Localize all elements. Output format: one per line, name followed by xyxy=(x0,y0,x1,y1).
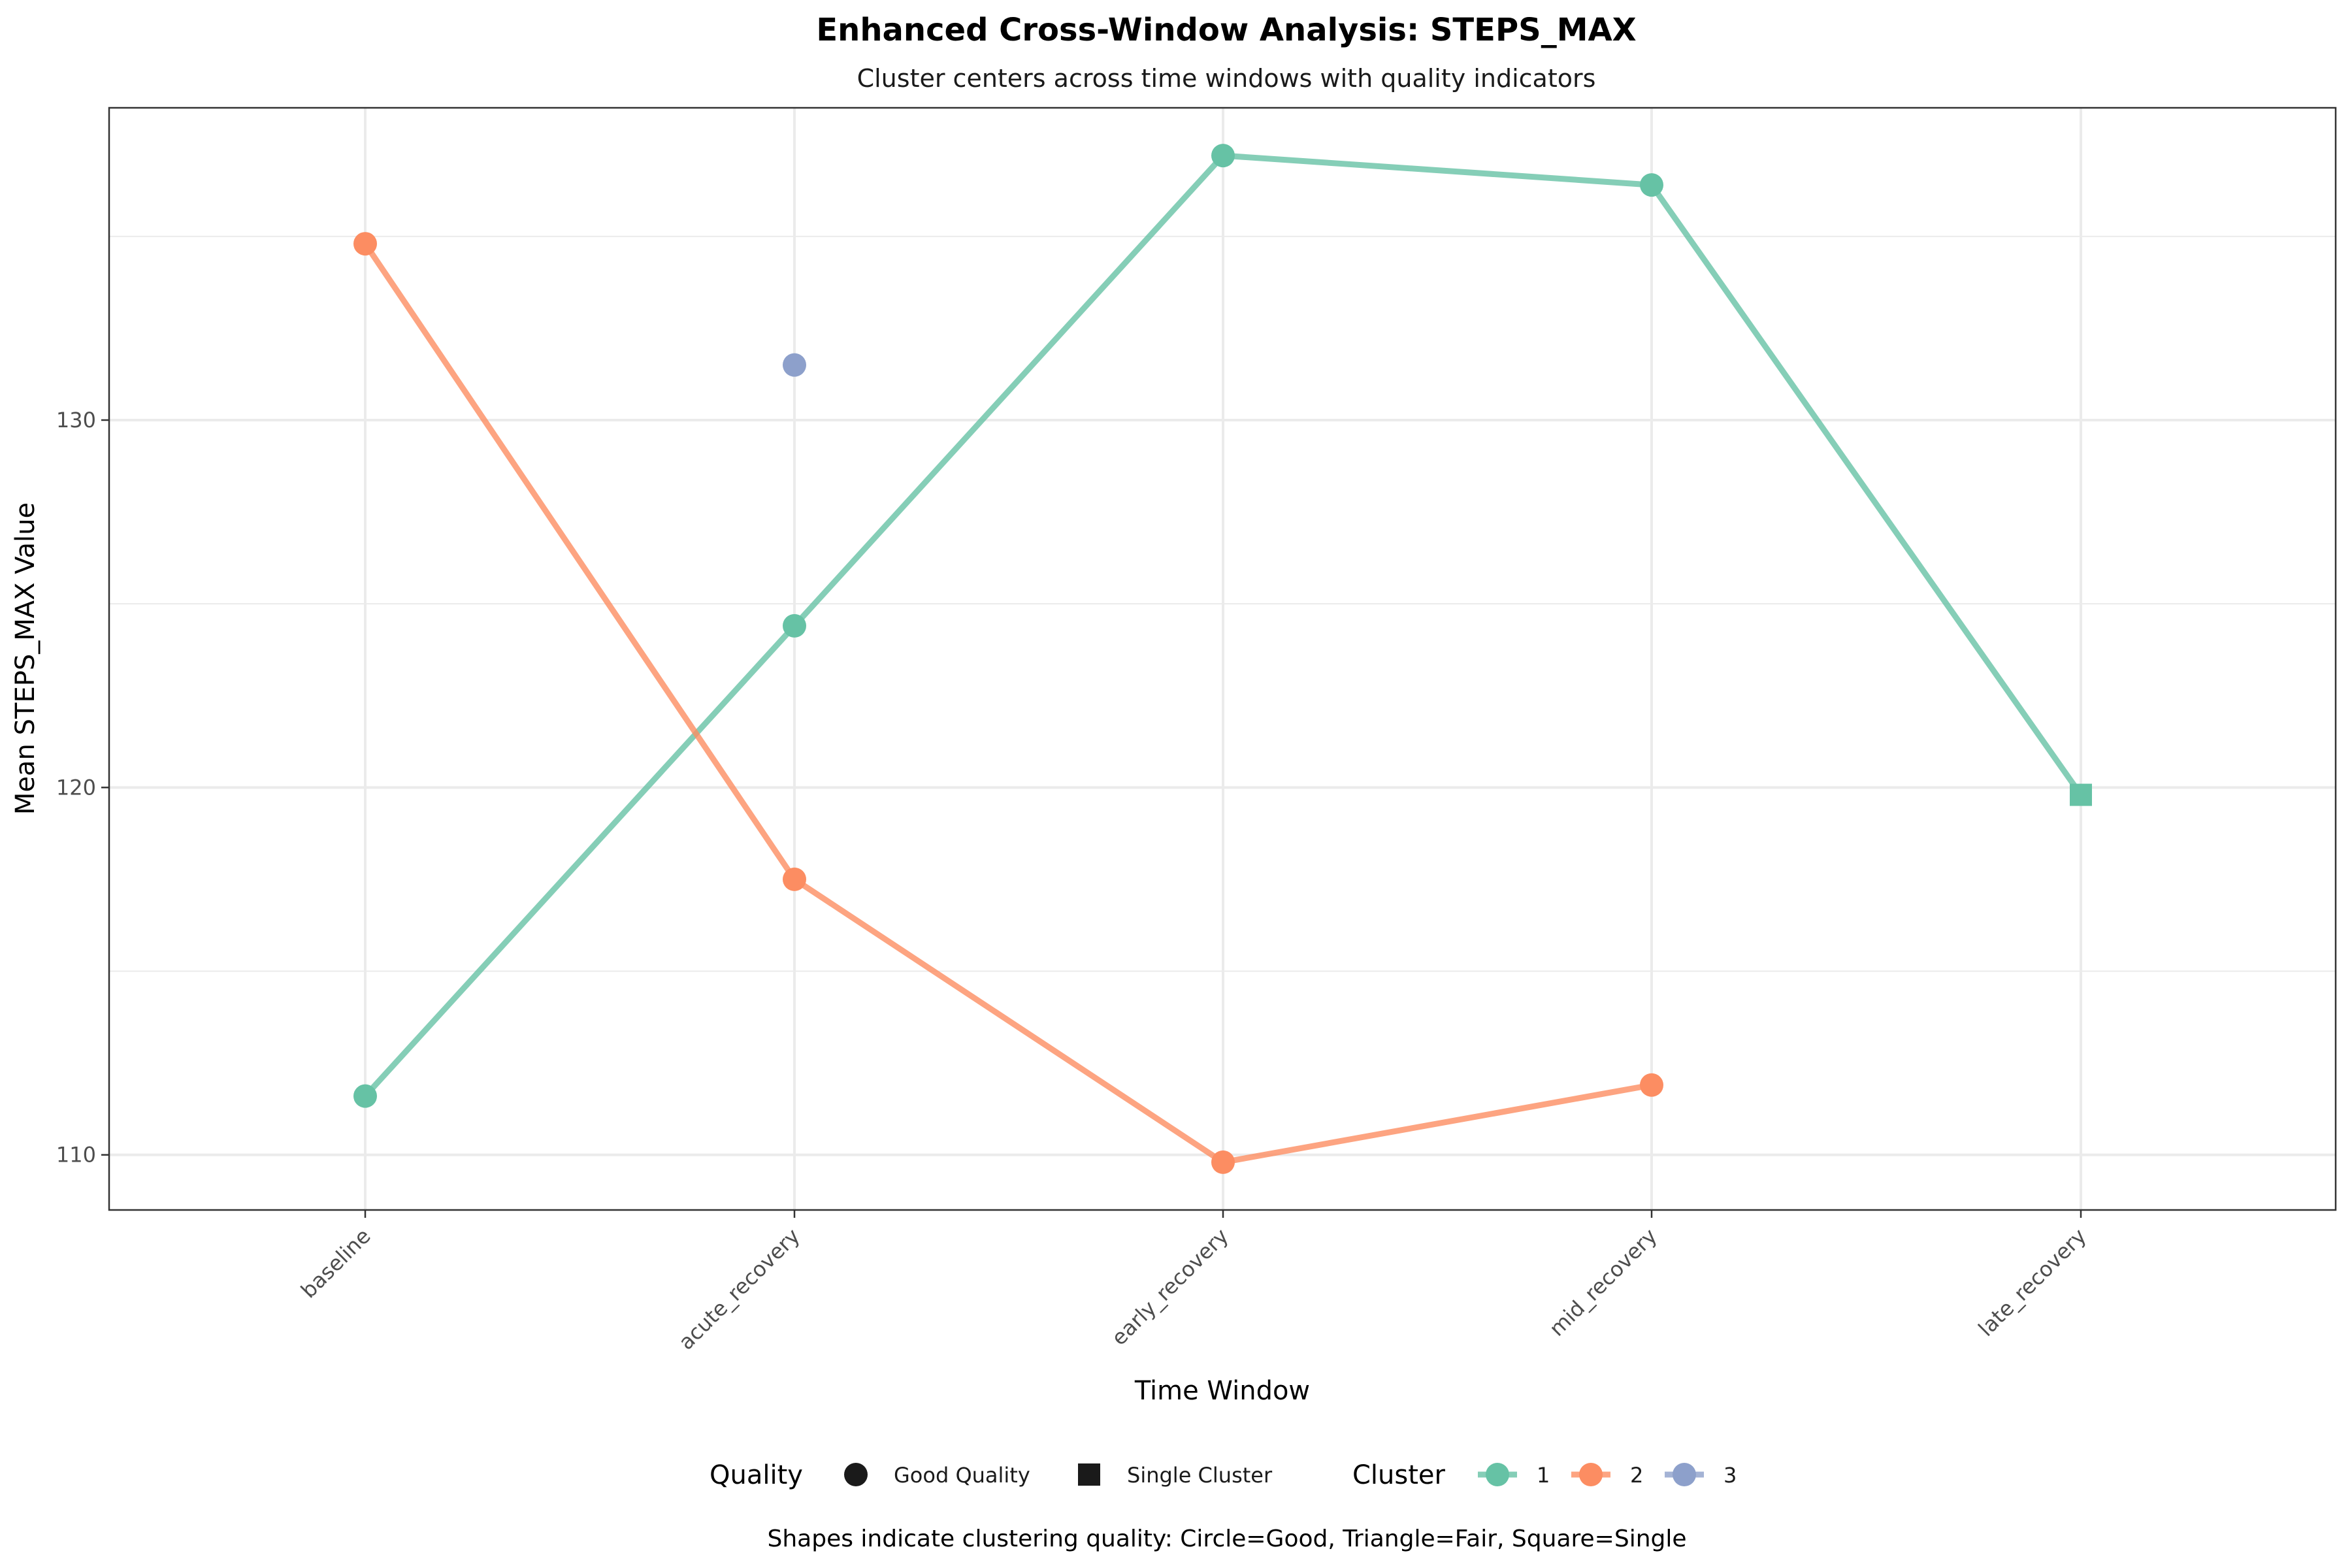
y-tick-label: 130 xyxy=(56,408,96,433)
x-axis-title: Time Window xyxy=(1134,1376,1310,1406)
legend-circle-icon xyxy=(844,1463,868,1486)
y-axis-title: Mean STEPS_MAX Value xyxy=(10,502,41,815)
data-point-cluster-2 xyxy=(783,867,806,891)
data-point-cluster-1 xyxy=(1211,144,1235,168)
y-axis: 110 120 130 xyxy=(56,408,109,1168)
legend-quality-label: Single Cluster xyxy=(1127,1463,1273,1488)
legend-cluster-title: Cluster xyxy=(1352,1460,1446,1490)
legend-cluster-label: 3 xyxy=(1723,1463,1737,1488)
legend-circle-icon xyxy=(1486,1463,1509,1486)
legend: Quality Good Quality Single Cluster Cluster… xyxy=(710,1460,1737,1490)
data-point-cluster-2 xyxy=(353,232,377,256)
x-axis: baseline acute_recovery early_recovery mid_… xyxy=(296,1210,2091,1354)
chart-title: Enhanced Cross-Window Analysis: STEPS_MA… xyxy=(816,12,1636,48)
x-tick-label: mid_recovery xyxy=(1544,1224,1662,1341)
chart-subtitle: Cluster centers across time windows with… xyxy=(857,64,1596,93)
legend-square-icon xyxy=(1078,1463,1100,1486)
x-tick-label: early_recovery xyxy=(1107,1224,1233,1350)
data-point-cluster-2 xyxy=(1211,1150,1235,1174)
data-point-cluster-1 xyxy=(1640,173,1663,197)
y-tick-label: 120 xyxy=(56,775,96,800)
data-point-cluster-2 xyxy=(1640,1073,1663,1097)
legend-cluster-label: 2 xyxy=(1630,1463,1643,1488)
data-point-cluster-3 xyxy=(783,353,806,377)
data-point-cluster-1 xyxy=(2070,783,2092,806)
x-tick-label: baseline xyxy=(296,1224,376,1303)
x-tick-label: late_recovery xyxy=(1974,1224,2091,1341)
chart-caption: Shapes indicate clustering quality: Circ… xyxy=(767,1526,1686,1552)
legend-circle-icon xyxy=(1673,1463,1696,1486)
legend-circle-icon xyxy=(1579,1463,1603,1486)
legend-quality-label: Good Quality xyxy=(894,1463,1030,1488)
y-tick-label: 110 xyxy=(56,1143,96,1168)
legend-cluster-label: 1 xyxy=(1537,1463,1550,1488)
grid xyxy=(109,108,2336,1210)
data-point-cluster-1 xyxy=(783,613,806,638)
series-points xyxy=(353,144,2092,1174)
x-tick-label: acute_recovery xyxy=(674,1224,805,1355)
data-point-cluster-1 xyxy=(353,1084,377,1108)
series-line-2 xyxy=(363,242,1652,1166)
legend-quality-title: Quality xyxy=(710,1460,803,1490)
